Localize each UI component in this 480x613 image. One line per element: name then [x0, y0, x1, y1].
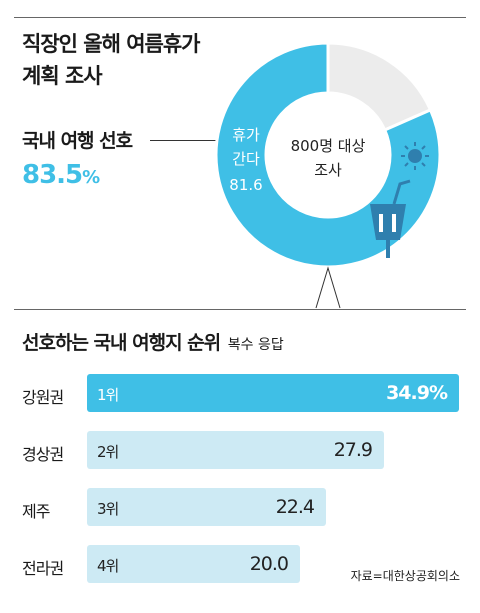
bar-4: 4위 20.0: [87, 545, 300, 583]
leader-line: [150, 140, 216, 141]
preference-unit: %: [82, 167, 100, 188]
bar-1: 1위 34.9%: [87, 374, 459, 412]
row-label-1: 강원권: [22, 388, 64, 407]
title-line-1: 직장인 올해 여름휴가: [22, 32, 201, 56]
bar-value-1: 34.9%: [386, 382, 448, 404]
row-label-3: 제주: [22, 502, 50, 521]
preference-number: 83.5: [22, 160, 83, 190]
bar-rank-4: 4위: [97, 557, 119, 575]
chart-title: 직장인 올해 여름휴가 계획 조사: [22, 28, 201, 92]
donut-pointer: [315, 266, 341, 309]
segment-value: 81.6: [229, 176, 262, 194]
ranking-title-text: 선호하는 국내 여행지 순위: [22, 332, 221, 354]
bar-3: 3위 22.4: [87, 488, 326, 526]
donut-chart: 800명 대상 조사 휴가 간다 81.6: [214, 41, 442, 309]
segment-label-line-1: 휴가: [232, 126, 260, 144]
sun-icon: [401, 142, 429, 170]
middle-rule: [14, 309, 466, 310]
segment-label-line-2: 간다: [232, 150, 260, 168]
row-label-2: 경상권: [22, 445, 64, 464]
title-line-2: 계획 조사: [22, 64, 103, 88]
bar-value-4: 20.0: [249, 553, 289, 575]
bar-rank-3: 3위: [97, 500, 119, 518]
bar-rank-1: 1위: [97, 386, 119, 404]
top-rule: [14, 17, 466, 18]
preference-label: 국내 여행 선호: [22, 130, 133, 152]
bar-value-3: 22.4: [275, 496, 315, 518]
donut-center-line-1: 800명 대상: [291, 137, 366, 155]
source-note: 자료=대한상공회의소: [350, 569, 460, 583]
drink-cup-icon: [370, 179, 411, 258]
bar-value-2: 27.9: [333, 439, 373, 461]
ranking-title: 선호하는 국내 여행지 순위 복수 응답: [22, 328, 284, 355]
bar-rank-2: 2위: [97, 443, 119, 461]
preference-value: 83.5%: [22, 160, 100, 190]
bar-2: 2위 27.9: [87, 431, 384, 469]
ranking-note: 복수 응답: [227, 337, 284, 353]
donut-center-line-2: 조사: [314, 161, 342, 179]
row-label-4: 전라권: [22, 559, 64, 578]
